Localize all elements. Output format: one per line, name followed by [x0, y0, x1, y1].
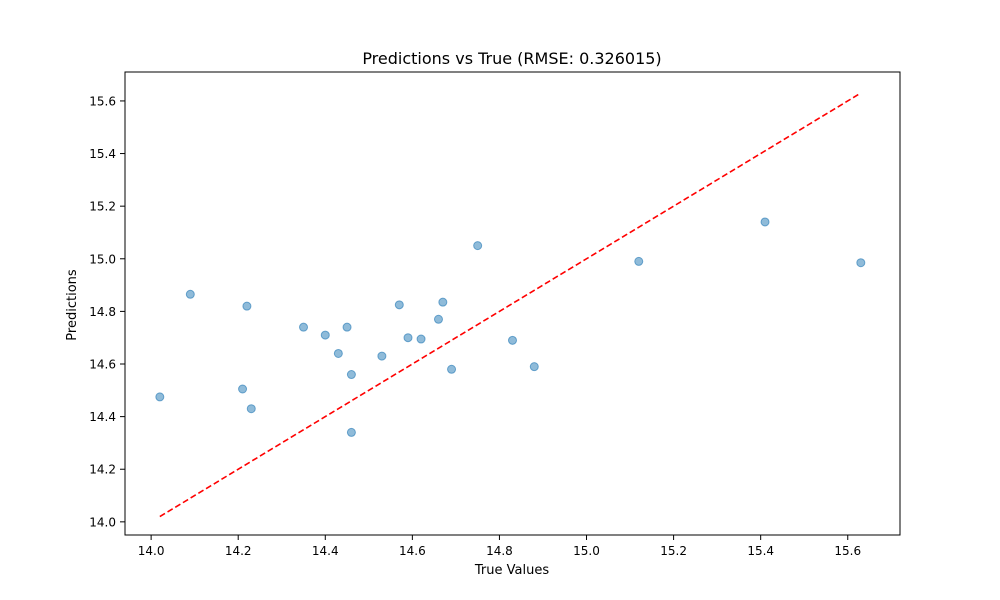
- scatter-point: [320, 330, 330, 340]
- scatter-point: [856, 258, 866, 268]
- scatter-point: [246, 404, 256, 414]
- y-axis-label: Predictions: [65, 269, 80, 341]
- scatter-point: [333, 348, 343, 358]
- y-tick-label: 14.4: [89, 410, 116, 424]
- scatter-point: [238, 384, 248, 394]
- scatter-point: [346, 370, 356, 380]
- y-axis-ticks: 14.0 14.2 14.4 14.6 14.8 15.0 15.2 15.4 15.6: [89, 94, 125, 529]
- scatter-point: [473, 241, 483, 251]
- y-tick-label: 15.2: [89, 200, 116, 214]
- scatter-point: [416, 334, 426, 344]
- y-tick-label: 14.2: [89, 463, 116, 477]
- reference-line-layer: [159, 92, 862, 518]
- scatter-point: [760, 217, 770, 227]
- scatter-point: [155, 392, 165, 402]
- scatter-point: [394, 300, 404, 310]
- x-tick-label: 15.4: [747, 544, 774, 558]
- scatter-point: [346, 427, 356, 437]
- y-tick-label: 15.6: [89, 94, 116, 108]
- x-axis-ticks: 14.0 14.2 14.4 14.6 14.8 15.0 15.2 15.4 15.6: [138, 535, 861, 558]
- y-tick-label: 14.8: [89, 305, 116, 319]
- x-tick-label: 14.8: [486, 544, 513, 558]
- scatter-point: [403, 333, 413, 343]
- scatter-point: [447, 364, 457, 374]
- scatter-point: [634, 256, 644, 266]
- x-tick-label: 14.6: [399, 544, 426, 558]
- scatter-point: [508, 335, 517, 345]
- reference-line: [159, 92, 862, 518]
- x-axis-label: True Values: [474, 563, 549, 578]
- scatter-point: [299, 322, 309, 332]
- data-points: [155, 217, 866, 437]
- y-tick-label: 15.4: [89, 147, 116, 161]
- scatter-point: [342, 322, 352, 332]
- scatter-point: [438, 297, 448, 307]
- scatter-point: [185, 289, 195, 299]
- x-tick-label: 14.0: [138, 544, 165, 558]
- y-tick-label: 15.0: [89, 252, 116, 266]
- plot-area-frame: [124, 71, 901, 536]
- x-tick-label: 15.6: [834, 544, 861, 558]
- scatter-point: [377, 351, 387, 361]
- x-tick-label: 14.2: [225, 544, 252, 558]
- x-tick-label: 15.0: [573, 544, 600, 558]
- scatter-point: [242, 301, 252, 311]
- y-tick-label: 14.6: [89, 358, 116, 372]
- scatter-point: [433, 314, 443, 324]
- x-tick-label: 14.4: [312, 544, 339, 558]
- x-tick-label: 15.2: [660, 544, 687, 558]
- y-tick-label: 14.0: [89, 515, 116, 529]
- scatter-point: [529, 362, 539, 372]
- chart-title: Predictions vs True (RMSE: 0.326015): [362, 49, 661, 68]
